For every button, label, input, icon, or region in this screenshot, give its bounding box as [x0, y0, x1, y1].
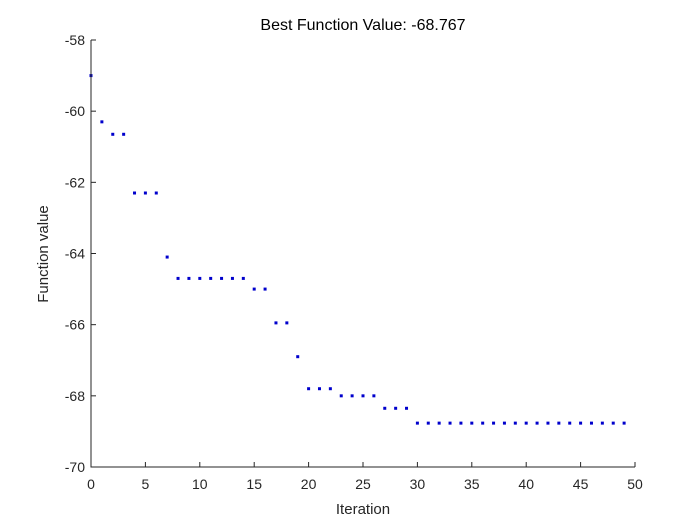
x-axis-ticks: 0 5 10 15 20 25 30 35 40 45 50 [87, 462, 643, 492]
x-axis-title: Iteration [336, 501, 390, 518]
x-tick-label: 0 [87, 476, 95, 492]
data-point [241, 276, 245, 280]
data-point [383, 406, 387, 410]
y-tick-label: -70 [65, 459, 85, 475]
data-point [296, 355, 300, 359]
data-point [492, 421, 496, 425]
data-point [100, 120, 104, 124]
y-axis-ticks: -70 -68 -66 -64 -62 -60 -58 [65, 32, 96, 475]
x-tick-label: 35 [464, 476, 480, 492]
data-points [89, 74, 626, 425]
data-point [328, 387, 332, 391]
data-point [361, 394, 365, 398]
data-point [285, 321, 289, 325]
y-tick-label: -66 [65, 317, 85, 333]
data-point [557, 421, 561, 425]
data-point [220, 276, 224, 280]
y-tick-label: -62 [65, 174, 85, 190]
data-point [209, 276, 213, 280]
data-point [600, 421, 604, 425]
data-point [307, 387, 311, 391]
plot-area: 0 5 10 15 20 25 30 35 40 45 50 -70-68-66-64-62-60-… [65, 32, 643, 492]
data-point [143, 191, 147, 195]
data-point [502, 421, 506, 425]
data-point [524, 421, 528, 425]
data-point [611, 421, 615, 425]
data-point [546, 421, 550, 425]
y-tick-label: -64 [65, 246, 85, 262]
data-point [437, 421, 441, 425]
data-point [535, 421, 539, 425]
data-point [263, 287, 267, 291]
data-point [230, 276, 234, 280]
data-point [470, 421, 474, 425]
data-point [187, 276, 191, 280]
data-point [122, 132, 126, 136]
x-tick-label: 20 [301, 476, 317, 492]
x-tick-label: 10 [192, 476, 208, 492]
y-tick-label: -68 [65, 388, 85, 404]
data-point [176, 276, 180, 280]
data-point [622, 421, 626, 425]
x-tick-label: 25 [355, 476, 371, 492]
data-point [568, 421, 572, 425]
x-tick-label: 50 [627, 476, 643, 492]
data-point [317, 387, 321, 391]
y-tick-label: -58 [65, 32, 85, 48]
data-point [394, 406, 398, 410]
data-point [481, 421, 485, 425]
data-point [350, 394, 354, 398]
data-point [165, 255, 169, 259]
data-point [589, 421, 593, 425]
data-point [133, 191, 137, 195]
y-tick-label: -60 [65, 103, 85, 119]
x-tick-label: 30 [410, 476, 426, 492]
chart-title: Best Function Value: -68.767 [260, 17, 465, 34]
x-tick-label: 5 [142, 476, 150, 492]
y-axis-title: Function value [35, 205, 52, 303]
data-point [513, 421, 517, 425]
data-point [274, 321, 278, 325]
data-point [372, 394, 376, 398]
x-tick-label: 40 [518, 476, 534, 492]
data-point [415, 421, 419, 425]
data-point [459, 421, 463, 425]
data-point [252, 287, 256, 291]
data-point [111, 132, 115, 136]
x-tick-label: 15 [246, 476, 262, 492]
x-tick-label: 45 [573, 476, 589, 492]
data-point [426, 421, 430, 425]
data-point [339, 394, 343, 398]
data-point [154, 191, 158, 195]
data-point [579, 421, 583, 425]
data-point [198, 276, 202, 280]
data-point [405, 406, 409, 410]
data-point [448, 421, 452, 425]
